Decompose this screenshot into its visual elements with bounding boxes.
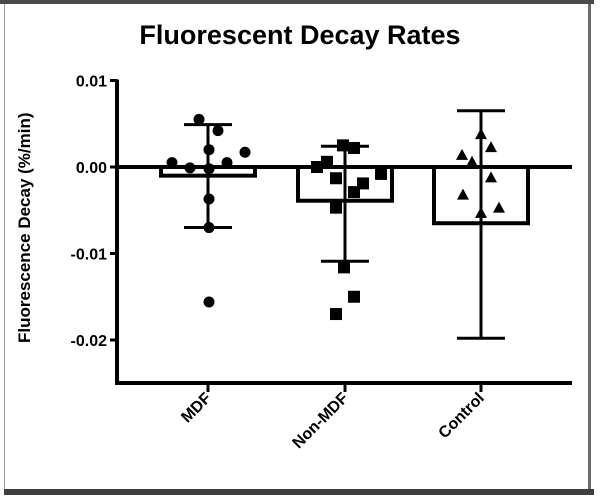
error-bars — [184, 109, 505, 340]
axes — [110, 79, 572, 392]
frame-top-border — [0, 0, 594, 4]
chart-title: Fluorescent Decay Rates — [139, 20, 461, 50]
y-tick-label: -0.02 — [71, 333, 108, 350]
square-marker — [311, 161, 323, 173]
square-marker — [338, 261, 350, 274]
tick-labels: 0.01 0.00 -0.01 -0.02 MDF Non-MDF Control — [71, 74, 488, 453]
x-tick-label-non-mdf: Non-MDF — [290, 390, 352, 452]
circle-marker — [203, 144, 215, 156]
circle-marker — [221, 157, 233, 169]
triangle-marker — [475, 206, 487, 218]
frame-bottom-border — [4, 489, 594, 495]
square-marker — [375, 167, 387, 180]
circle-marker — [166, 157, 178, 169]
triangle-marker — [485, 141, 497, 153]
y-tick-label: 0.01 — [76, 74, 107, 91]
circle-marker — [203, 296, 215, 308]
x-tick-label-mdf: MDF — [178, 390, 215, 427]
frame-left-border — [4, 4, 5, 490]
square-marker — [330, 308, 342, 321]
triangle-marker — [457, 188, 469, 200]
triangle-marker — [485, 171, 497, 183]
square-marker — [337, 139, 349, 152]
circle-marker — [193, 113, 205, 125]
triangle-marker — [493, 201, 505, 213]
square-marker — [330, 201, 342, 214]
circle-marker — [212, 125, 224, 137]
y-tick-label: -0.01 — [71, 247, 108, 264]
frame-right-border — [588, 4, 591, 490]
circle-marker — [203, 163, 215, 175]
circle-marker — [239, 146, 251, 158]
circle-marker — [203, 193, 215, 205]
x-tick-label-control: Control — [436, 390, 488, 442]
y-tick-label: 0.00 — [76, 160, 107, 177]
square-marker — [348, 141, 360, 154]
square-marker — [348, 186, 360, 199]
circle-marker — [184, 162, 196, 174]
circle-marker — [203, 222, 215, 234]
triangle-marker — [466, 155, 478, 167]
triangle-marker — [456, 148, 468, 160]
square-marker — [330, 172, 342, 185]
square-marker — [321, 155, 333, 168]
square-marker — [348, 290, 360, 303]
triangle-marker — [475, 128, 487, 140]
data-points — [166, 113, 505, 321]
